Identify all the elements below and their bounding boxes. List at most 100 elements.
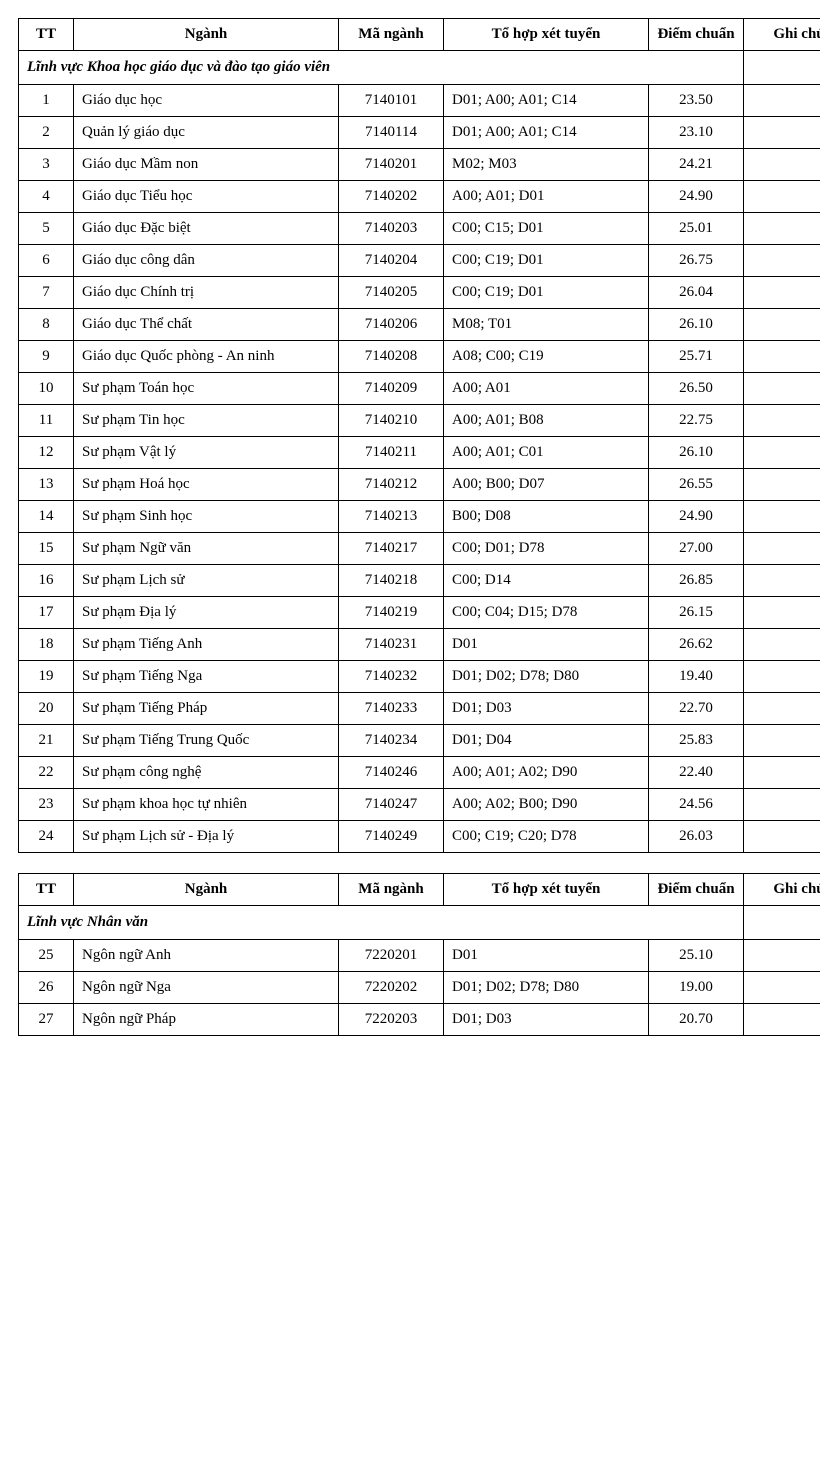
cell-combo: A00; A02; B00; D90 — [444, 789, 649, 821]
cell-note — [744, 661, 820, 693]
cell-name: Sư phạm Sinh học — [74, 501, 339, 533]
cell-tt: 8 — [19, 309, 74, 341]
cell-score: 22.70 — [649, 693, 744, 725]
cell-code: 7140114 — [339, 117, 444, 149]
cell-tt: 11 — [19, 405, 74, 437]
cell-combo: C00; C04; D15; D78 — [444, 597, 649, 629]
cell-code: 7140211 — [339, 437, 444, 469]
cell-score: 23.50 — [649, 85, 744, 117]
cell-combo: D01 — [444, 940, 649, 972]
table-row: 21Sư phạm Tiếng Trung Quốc7140234D01; D0… — [19, 725, 820, 757]
section-row: Lĩnh vực Khoa học giáo dục và đào tạo gi… — [19, 51, 820, 85]
section-title: Lĩnh vực Nhân văn — [19, 906, 744, 940]
cell-combo: A00; A01; C01 — [444, 437, 649, 469]
cell-name: Giáo dục Thể chất — [74, 309, 339, 341]
cell-score: 26.50 — [649, 373, 744, 405]
cell-combo: B00; D08 — [444, 501, 649, 533]
cell-score: 24.56 — [649, 789, 744, 821]
cell-tt: 12 — [19, 437, 74, 469]
cell-combo: D01; A00; A01; C14 — [444, 117, 649, 149]
cell-code: 7140210 — [339, 405, 444, 437]
cell-combo: A00; A01; B08 — [444, 405, 649, 437]
cell-name: Quản lý giáo dục — [74, 117, 339, 149]
cell-code: 7140218 — [339, 565, 444, 597]
table-row: 10Sư phạm Toán học7140209A00; A0126.50 — [19, 373, 820, 405]
cell-combo: A00; A01; A02; D90 — [444, 757, 649, 789]
cell-code: 7140202 — [339, 181, 444, 213]
cell-code: 7140234 — [339, 725, 444, 757]
cell-score: 23.10 — [649, 117, 744, 149]
cell-tt: 2 — [19, 117, 74, 149]
table-row: 2Quản lý giáo dục7140114D01; A00; A01; C… — [19, 117, 820, 149]
table-row: 8Giáo dục Thể chất7140206M08; T0126.10 — [19, 309, 820, 341]
cell-code: 7220201 — [339, 940, 444, 972]
cell-tt: 5 — [19, 213, 74, 245]
cell-note — [744, 693, 820, 725]
cell-note — [744, 725, 820, 757]
cell-name: Sư phạm Hoá học — [74, 469, 339, 501]
col-header-tt: TT — [19, 19, 74, 51]
cell-score: 19.00 — [649, 972, 744, 1004]
table-row: 1Giáo dục học7140101D01; A00; A01; C1423… — [19, 85, 820, 117]
cell-note — [744, 245, 820, 277]
table-header-row: TTNgànhMã ngànhTổ hợp xét tuyểnĐiểm chuẩ… — [19, 874, 820, 906]
cell-name: Giáo dục Mầm non — [74, 149, 339, 181]
cell-note — [744, 181, 820, 213]
cell-code: 7140219 — [339, 597, 444, 629]
cell-note — [744, 149, 820, 181]
cell-name: Giáo dục Chính trị — [74, 277, 339, 309]
table-row: 27Ngôn ngữ Pháp7220203D01; D0320.70 — [19, 1004, 820, 1036]
cell-name: Sư phạm Tiếng Trung Quốc — [74, 725, 339, 757]
table-row: 13Sư phạm Hoá học7140212A00; B00; D0726.… — [19, 469, 820, 501]
cell-name: Giáo dục học — [74, 85, 339, 117]
col-header-tt: TT — [19, 874, 74, 906]
cell-combo: D01; D03 — [444, 1004, 649, 1036]
cell-tt: 14 — [19, 501, 74, 533]
cell-score: 26.04 — [649, 277, 744, 309]
cell-tt: 3 — [19, 149, 74, 181]
table-row: 12Sư phạm Vật lý7140211A00; A01; C0126.1… — [19, 437, 820, 469]
col-header-note: Ghi chú — [744, 874, 820, 906]
table-row: 19Sư phạm Tiếng Nga7140232D01; D02; D78;… — [19, 661, 820, 693]
table-row: 22Sư phạm công nghệ7140246A00; A01; A02;… — [19, 757, 820, 789]
cell-tt: 17 — [19, 597, 74, 629]
cell-code: 7140209 — [339, 373, 444, 405]
cell-code: 7140204 — [339, 245, 444, 277]
cell-score: 26.10 — [649, 437, 744, 469]
cell-code: 7140206 — [339, 309, 444, 341]
cell-name: Giáo dục công dân — [74, 245, 339, 277]
cell-note — [744, 117, 820, 149]
data-table: TTNgànhMã ngànhTổ hợp xét tuyểnĐiểm chuẩ… — [18, 18, 820, 853]
cell-combo: D01 — [444, 629, 649, 661]
col-header-score: Điểm chuẩn — [649, 874, 744, 906]
tables-container: TTNgànhMã ngànhTổ hợp xét tuyểnĐiểm chuẩ… — [18, 18, 802, 1036]
cell-score: 26.55 — [649, 469, 744, 501]
cell-combo: A00; B00; D07 — [444, 469, 649, 501]
cell-code: 7140247 — [339, 789, 444, 821]
cell-name: Sư phạm Địa lý — [74, 597, 339, 629]
cell-combo: D01; A00; A01; C14 — [444, 85, 649, 117]
cell-note — [744, 405, 820, 437]
cell-score: 24.90 — [649, 181, 744, 213]
cell-tt: 21 — [19, 725, 74, 757]
cell-tt: 19 — [19, 661, 74, 693]
col-header-combo: Tổ hợp xét tuyển — [444, 19, 649, 51]
cell-tt: 15 — [19, 533, 74, 565]
cell-note — [744, 373, 820, 405]
cell-score: 22.75 — [649, 405, 744, 437]
cell-note — [744, 309, 820, 341]
cell-name: Sư phạm Vật lý — [74, 437, 339, 469]
cell-code: 7140213 — [339, 501, 444, 533]
cell-tt: 1 — [19, 85, 74, 117]
cell-tt: 10 — [19, 373, 74, 405]
cell-name: Sư phạm khoa học tự nhiên — [74, 789, 339, 821]
cell-combo: C00; C19; D01 — [444, 245, 649, 277]
cell-code: 7140203 — [339, 213, 444, 245]
table-row: 17Sư phạm Địa lý7140219C00; C04; D15; D7… — [19, 597, 820, 629]
table-row: 3Giáo dục Mầm non7140201M02; M0324.21 — [19, 149, 820, 181]
cell-combo: A08; C00; C19 — [444, 341, 649, 373]
cell-note — [744, 565, 820, 597]
cell-combo: C00; C15; D01 — [444, 213, 649, 245]
cell-tt: 26 — [19, 972, 74, 1004]
col-header-combo: Tổ hợp xét tuyển — [444, 874, 649, 906]
